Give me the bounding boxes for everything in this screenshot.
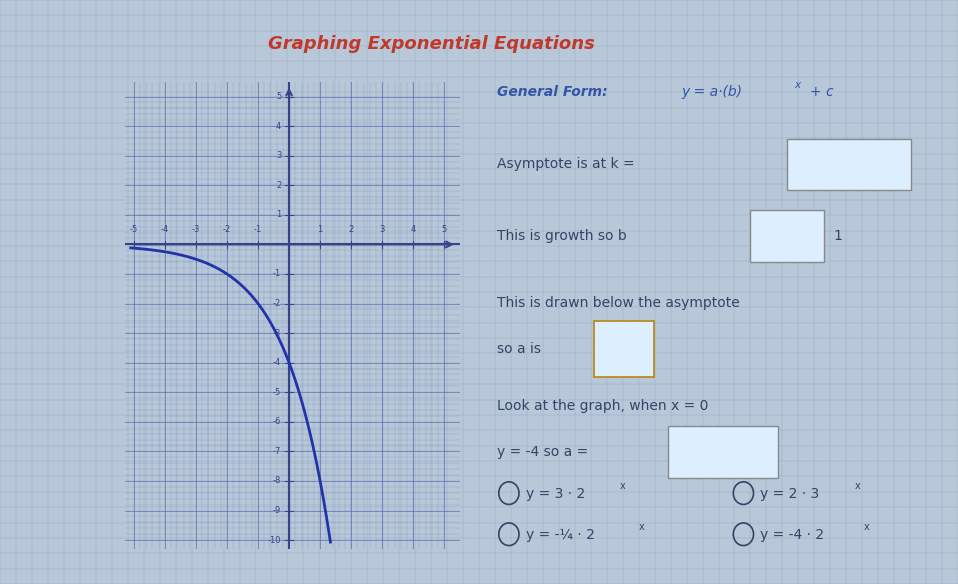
FancyBboxPatch shape: [594, 321, 653, 377]
Text: y = 2 · 3: y = 2 · 3: [761, 487, 820, 501]
Text: This is growth so b: This is growth so b: [497, 229, 627, 243]
Text: + c: + c: [810, 85, 833, 99]
Text: 4: 4: [276, 121, 282, 131]
Text: 5: 5: [276, 92, 282, 101]
Text: -6: -6: [273, 418, 282, 426]
Text: Look at the graph, when x = 0: Look at the graph, when x = 0: [497, 399, 709, 413]
Text: x: x: [864, 522, 870, 532]
Text: x: x: [620, 481, 626, 491]
Text: -2: -2: [273, 299, 282, 308]
Text: -10: -10: [268, 536, 282, 545]
Text: -5: -5: [129, 225, 138, 234]
Text: 2: 2: [276, 181, 282, 190]
Text: y = -4 so a =: y = -4 so a =: [497, 445, 588, 459]
Text: -4: -4: [161, 225, 169, 234]
Text: so a is: so a is: [497, 342, 541, 356]
Text: 3: 3: [276, 151, 282, 160]
Text: -4: -4: [273, 358, 282, 367]
Text: y = -¼ · 2: y = -¼ · 2: [526, 529, 595, 543]
Text: 1: 1: [833, 229, 842, 243]
Text: -3: -3: [273, 329, 282, 338]
Text: 4: 4: [411, 225, 416, 234]
Text: -8: -8: [273, 477, 282, 485]
Text: 2: 2: [349, 225, 354, 234]
Text: x: x: [794, 79, 800, 89]
FancyBboxPatch shape: [668, 426, 778, 478]
Text: -1: -1: [254, 225, 262, 234]
Text: y = 3 · 2: y = 3 · 2: [526, 487, 585, 501]
Text: -7: -7: [273, 447, 282, 456]
Text: General Form:: General Form:: [497, 85, 613, 99]
Text: -1: -1: [273, 269, 282, 279]
Text: y = -4 · 2: y = -4 · 2: [761, 529, 825, 543]
Text: x: x: [855, 481, 860, 491]
Text: Asymptote is at k =: Asymptote is at k =: [497, 157, 635, 171]
Text: -9: -9: [273, 506, 282, 515]
Text: y = a·(b): y = a·(b): [681, 85, 742, 99]
FancyBboxPatch shape: [750, 210, 824, 262]
Text: 5: 5: [442, 225, 447, 234]
FancyBboxPatch shape: [787, 138, 911, 190]
Text: -3: -3: [192, 225, 200, 234]
Text: -2: -2: [223, 225, 231, 234]
Text: This is drawn below the asymptote: This is drawn below the asymptote: [497, 296, 741, 310]
Text: 3: 3: [379, 225, 385, 234]
Text: 1: 1: [317, 225, 323, 234]
Text: 1: 1: [276, 210, 282, 220]
Text: x: x: [639, 522, 645, 532]
Text: -5: -5: [273, 388, 282, 397]
Text: Graphing Exponential Equations: Graphing Exponential Equations: [267, 35, 595, 53]
